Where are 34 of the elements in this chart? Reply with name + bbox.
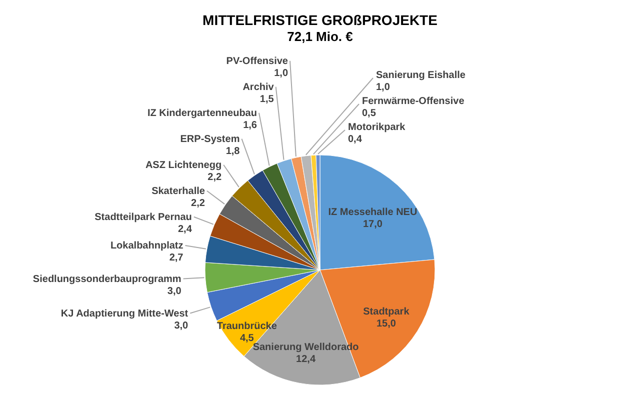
slice-label: Stadtpark: [363, 306, 410, 318]
slice-label: Archiv: [242, 82, 274, 93]
slice-label: KJ Adaptierung Mitte-West: [60, 308, 189, 320]
data-label: 4,5: [240, 332, 254, 344]
data-label: 3,0: [167, 286, 182, 297]
slice-label: Siedlungssonderbauprogramm: [32, 274, 182, 285]
data-label: 15,0: [376, 318, 396, 330]
slice-label: Lokalbahnplatz: [110, 240, 184, 252]
data-label: 2,4: [178, 224, 192, 235]
slice-label: ERP-System: [180, 134, 240, 145]
slice-label: Stadtteilpark Pernau: [94, 212, 192, 223]
data-label: 1,0: [274, 68, 288, 79]
chart-subtitle: 72,1 Mio. €: [287, 29, 353, 44]
data-label: 2,2: [191, 198, 206, 209]
slice-label: Motorikpark: [348, 122, 406, 133]
slice-label: PV-Offensive: [226, 56, 288, 67]
chart-title: MITTELFRISTIGE GROßPROJEKTE: [202, 12, 438, 28]
data-label: 1,0: [376, 82, 390, 93]
data-label: 1,5: [260, 94, 274, 105]
data-label: 3,0: [174, 320, 189, 332]
data-label: 0,5: [362, 108, 376, 119]
slice-label: IZ Messehalle NEU: [328, 207, 418, 218]
data-label: 2,2: [208, 172, 222, 183]
slice-label: Skaterhalle: [152, 186, 206, 197]
data-label: 2,7: [169, 252, 184, 264]
data-label: 0,4: [348, 134, 362, 145]
slice-label: IZ Kindergartenneubau: [148, 108, 257, 119]
slice-label: Sanierung Eishalle: [376, 70, 466, 81]
slice-label: ASZ Lichtenegg: [145, 160, 222, 171]
data-label: 17,0: [362, 219, 383, 230]
data-label: 1,8: [226, 146, 240, 157]
slice-label: Fernwärme-Offensive: [362, 96, 465, 107]
data-label: 12,4: [296, 354, 316, 365]
data-label: 1,6: [243, 120, 258, 131]
